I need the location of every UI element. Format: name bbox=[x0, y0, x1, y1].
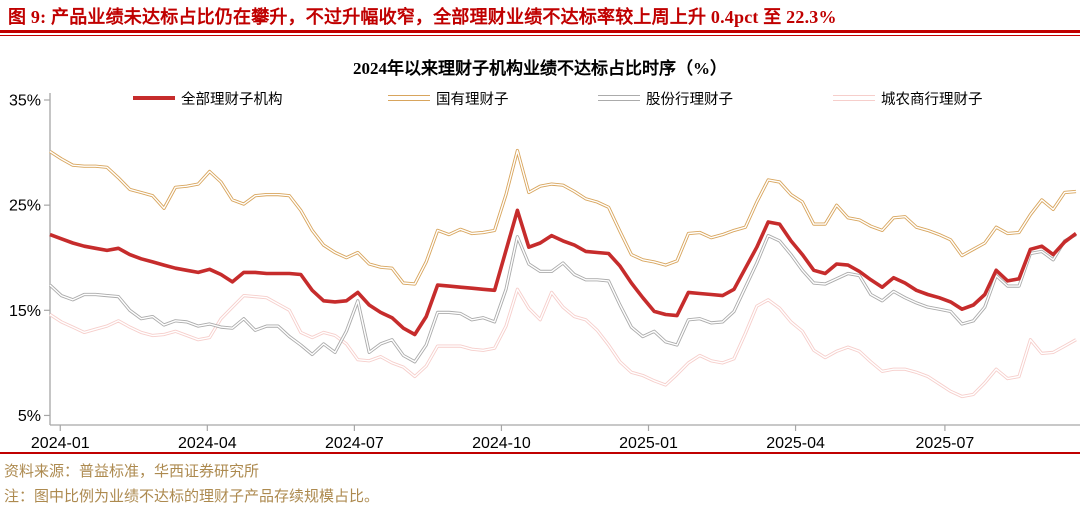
x-tick-label: 2025-04 bbox=[766, 435, 825, 452]
legend-swatch-city-rural bbox=[833, 95, 875, 101]
series-line-core-3 bbox=[49, 288, 1077, 398]
footer-divider-rule bbox=[0, 452, 1080, 454]
y-tick-label: 15% bbox=[9, 303, 41, 320]
legend-item-all: 全部理财子机构 bbox=[133, 88, 283, 108]
x-tick-label: 2024-10 bbox=[472, 435, 531, 452]
legend-swatch-state-owned bbox=[388, 95, 430, 101]
legend-swatch-all bbox=[133, 96, 175, 100]
legend-label-all: 全部理财子机构 bbox=[181, 91, 283, 108]
legend-label-city-rural: 城农商行理财子 bbox=[881, 91, 983, 108]
legend-item-city-rural: 城农商行理财子 bbox=[833, 88, 983, 108]
series-line-1 bbox=[49, 148, 1077, 286]
legend-item-state-owned: 国有理财子 bbox=[388, 88, 509, 108]
x-tick-label: 2025-07 bbox=[916, 435, 975, 452]
header-divider-rule bbox=[0, 30, 1080, 36]
series-line-core-1 bbox=[49, 149, 1077, 285]
source-note: 资料来源：普益标准，华西证券研究所 bbox=[4, 464, 260, 480]
legend-item-joint-stock: 股份行理财子 bbox=[598, 88, 733, 108]
chart-title: 2024年以来理财子机构业绩不达标占比时序（%） bbox=[353, 59, 727, 78]
series-line-core-2 bbox=[49, 233, 1077, 363]
x-tick-label: 2024-07 bbox=[325, 435, 384, 452]
x-tick-label: 2024-04 bbox=[178, 435, 237, 452]
x-tick-label: 2025-01 bbox=[619, 435, 678, 452]
method-note: 注：图中比例为业绩不达标的理财子产品存续规模占比。 bbox=[4, 489, 380, 505]
series-line-2 bbox=[48, 233, 1077, 364]
y-tick-label: 5% bbox=[18, 408, 41, 425]
chart-legend: 全部理财子机构 国有理财子 股份行理财子 城农商行理财子 bbox=[0, 88, 1080, 108]
x-tick-label: 2024-01 bbox=[31, 435, 90, 452]
legend-swatch-joint-stock bbox=[598, 95, 640, 101]
legend-label-joint-stock: 股份行理财子 bbox=[646, 91, 733, 108]
page-title: 图 9: 产品业绩未达标占比仍在攀升，不过升幅收窄，全部理财业绩不达标率较上周上… bbox=[8, 7, 837, 27]
legend-label-state-owned: 国有理财子 bbox=[436, 91, 509, 108]
y-tick-label: 25% bbox=[9, 198, 41, 215]
series-line-3 bbox=[49, 287, 1077, 399]
series-line-0 bbox=[49, 208, 1078, 337]
